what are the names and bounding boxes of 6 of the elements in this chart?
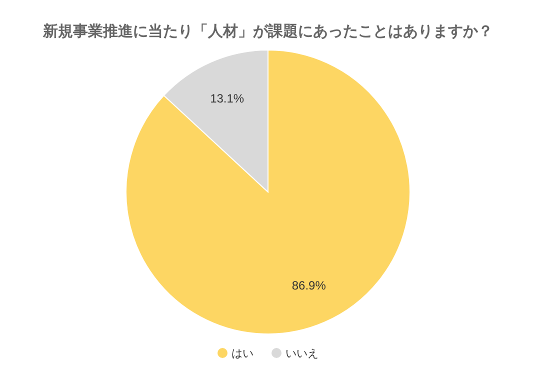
- pie-slice: [126, 50, 410, 334]
- data-label: 86.9%: [292, 278, 326, 293]
- data-label: 13.1%: [210, 91, 244, 106]
- legend-label: いいえ: [286, 348, 318, 360]
- chart-title: 新規事業推進に当たり「人材」が課題にあったことはありますか？: [42, 22, 493, 40]
- legend-label: はい: [232, 348, 254, 360]
